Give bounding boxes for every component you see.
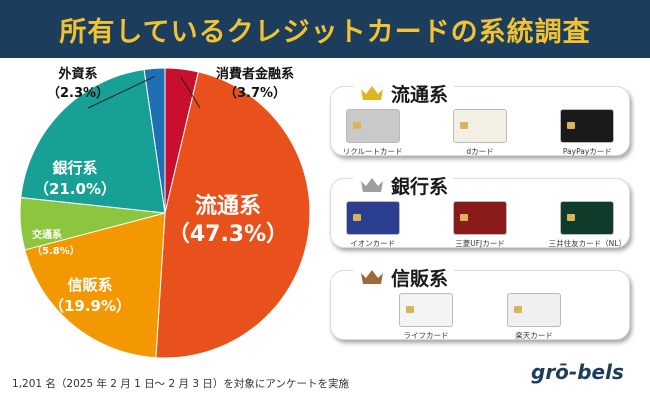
panel-shinpan: 信販系 ライフカード 楽天カード (330, 263, 630, 341)
card-label: リクルートカード (342, 147, 403, 156)
slice-label: 外資系 (57, 66, 97, 82)
card-item: 三井住友カード（NL） (546, 201, 629, 249)
slice-label: 流通系 (195, 193, 261, 219)
chip-icon (406, 306, 414, 313)
header-banner: 所有しているクレジットカードの系統調査 (0, 0, 650, 58)
panel-title: 流通系 (391, 83, 449, 106)
card-image (560, 201, 615, 235)
card-label: PayPayカード (562, 147, 612, 156)
slice-value: （47.3%） (168, 222, 288, 247)
panel-head: 流通系 (353, 79, 455, 107)
card-label: dカード (466, 147, 494, 156)
card-item: PayPayカード (546, 109, 629, 157)
card-item: dカード (438, 109, 521, 157)
slice-value: （2.3%） (47, 85, 109, 101)
slice-label: 信販系 (67, 276, 112, 294)
card-image (452, 201, 507, 235)
slice-label: 交通系 (32, 228, 62, 241)
leader-line (87, 75, 156, 109)
card-list: リクルートカード dカード PayPayカード (331, 109, 629, 157)
panel-title: 銀行系 (391, 175, 449, 198)
pie-slice (143, 67, 166, 214)
panel-ryutsu: 流通系 リクルートカード dカード PayPayカード (330, 79, 630, 157)
chip-icon (514, 306, 522, 313)
card-label: イオンカード (350, 239, 396, 248)
chip-icon (459, 214, 468, 221)
chip-icon (352, 122, 361, 129)
slice-value: （19.9%） (49, 297, 131, 315)
panel-title: 信販系 (391, 267, 449, 290)
slice-value: （21.0%） (34, 180, 116, 198)
slice-label: 消費者金融系 (216, 66, 294, 82)
crown-icon (361, 178, 383, 192)
pie-slice (155, 71, 311, 359)
brand-logo: grō-bels (531, 360, 624, 384)
card-item: 楽天カード (492, 293, 576, 341)
card-item: リクルートカード (331, 109, 414, 157)
panel-ginko: 銀行系 イオンカード 三菱UFJカード 三井住友カード（NL） (330, 171, 630, 249)
card-image (399, 293, 453, 327)
crown-icon (361, 86, 383, 100)
card-image (345, 109, 400, 143)
survey-footnote: 1,201 名（2025 年 2 月 1 日～ 2 月 3 日）を対象にアンケー… (12, 378, 349, 390)
card-list: イオンカード 三菱UFJカード 三井住友カード（NL） (331, 201, 629, 249)
slice-label: 銀行系 (52, 159, 97, 177)
panel-head: 信販系 (353, 263, 455, 291)
card-image (560, 109, 615, 143)
card-label: 楽天カード (515, 331, 553, 340)
card-image (345, 201, 400, 235)
page-title: 所有しているクレジットカードの系統調査 (59, 16, 591, 48)
card-label: 三井住友カード（NL） (548, 239, 626, 248)
leader-line (180, 76, 201, 109)
card-item: イオンカード (331, 201, 414, 249)
chip-icon (567, 122, 576, 129)
crown-icon (361, 270, 383, 284)
card-item: ライフカード (384, 293, 468, 341)
slice-value: （3.7%） (224, 85, 286, 101)
pie-slice (24, 212, 166, 359)
pie-chart: 消費者金融系 （3.7%） 流通系 （47.3%） 信販系 （19.9%） 交通系 （5.8%… (0, 58, 330, 368)
pie-slice (20, 68, 166, 214)
chip-icon (567, 214, 576, 221)
pie-chart-svg: 消費者金融系 （3.7%） 流通系 （47.3%） 信販系 （19.9%） 交通系 （5.8%… (19, 66, 311, 359)
card-list: ライフカード 楽天カード (331, 293, 629, 341)
card-label: 三菱UFJカード (455, 239, 505, 248)
panel-head: 銀行系 (353, 171, 455, 199)
chip-icon (352, 214, 361, 221)
chip-icon (459, 122, 468, 129)
card-item: 三菱UFJカード (438, 201, 521, 249)
card-image (507, 293, 561, 327)
slice-value: （5.8%） (32, 244, 80, 257)
card-label: ライフカード (403, 331, 449, 340)
card-image (452, 109, 507, 143)
